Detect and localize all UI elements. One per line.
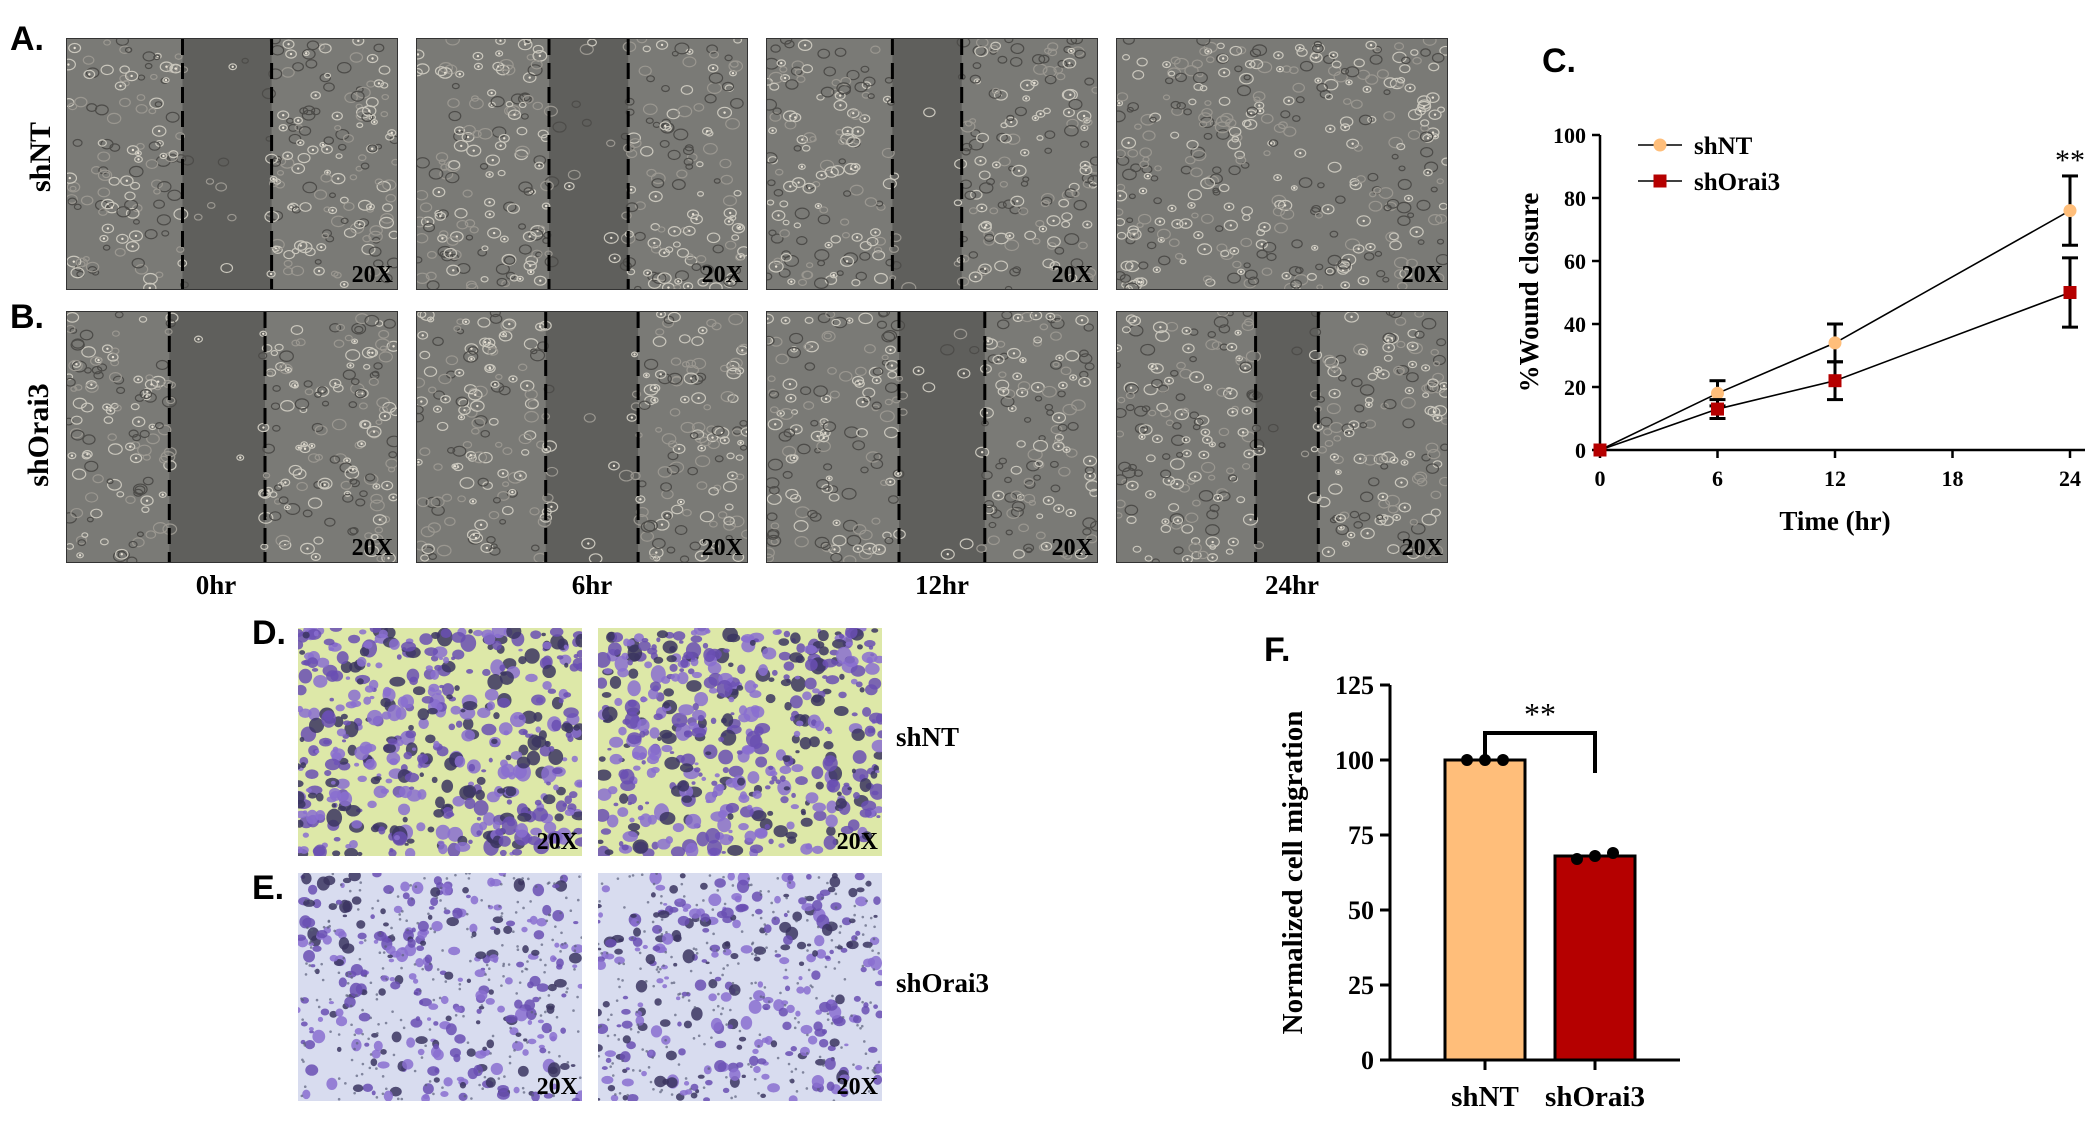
transwell-label-shnt: shNT — [896, 722, 960, 752]
y-tick-label: 0 — [1361, 1046, 1374, 1075]
legend-label: shNT — [1694, 133, 1753, 160]
magnification-label: 20X — [701, 535, 743, 561]
data-point-shorai3 — [2063, 286, 2077, 299]
magnification-label: 20X — [701, 262, 743, 288]
series-line-shnt — [1599, 209, 2071, 451]
data-point-shnt — [1711, 386, 1724, 400]
series-line-shorai3 — [1599, 291, 2071, 451]
y-tick-label: 60 — [1564, 249, 1586, 274]
transwell-micrograph: 20X — [298, 873, 582, 1101]
data-point-shorai3 — [1711, 402, 1724, 416]
magnification-label: 20X — [836, 1074, 878, 1100]
panel-letter-f: F. — [1264, 631, 1291, 669]
magnification-label: 20X — [351, 535, 393, 561]
magnification-label: 20X — [836, 829, 878, 855]
x-tick-label: 12 — [1824, 466, 1846, 491]
time-label-12hr: 12hr — [915, 570, 969, 600]
data-point-shnt — [2063, 204, 2077, 218]
x-tick-label: 18 — [1942, 466, 1964, 491]
wound-micrograph: 20X — [1116, 311, 1448, 563]
wound-micrograph: 20X — [66, 38, 398, 290]
time-label-24hr: 24hr — [1265, 570, 1319, 600]
panel-letter-e: E. — [252, 869, 285, 907]
replicate-point — [1497, 754, 1509, 766]
data-point-shnt — [1828, 336, 1842, 350]
magnification-label: 20X — [351, 262, 393, 288]
y-axis-label: Normalized cell migration — [1280, 711, 1309, 1035]
y-tick-label: 100 — [1335, 746, 1374, 775]
bar-shnt — [1443, 758, 1527, 1062]
x-tick-label: shOrai3 — [1545, 1081, 1645, 1113]
x-axis-label: Time (hr) — [1779, 506, 1890, 536]
legend-marker — [1653, 138, 1667, 152]
wound-micrograph: 20X — [66, 311, 398, 563]
transwell-micrograph: 20X — [598, 628, 882, 856]
data-point-shorai3 — [1828, 374, 1842, 388]
magnification-label: 20X — [1051, 535, 1093, 561]
magnification-label: 20X — [536, 1074, 578, 1100]
wound-closure-line-chart: 0 20 40 60 80 100 0 6 12 18 24 Time (hr) %Wound clos… — [1514, 123, 2085, 536]
replicate-point — [1461, 754, 1473, 766]
wound-micrograph: 20X — [416, 311, 748, 563]
wound-micrograph: 20X — [766, 38, 1098, 290]
replicate-point — [1479, 754, 1491, 766]
x-tick-label: 24 — [2059, 466, 2081, 491]
significance-bracket — [1483, 731, 1597, 773]
x-tick-label: 0 — [1595, 466, 1606, 491]
wound-micrograph: 20X — [416, 38, 748, 290]
legend-marker — [1653, 174, 1667, 188]
magnification-label: 20X — [1401, 535, 1443, 561]
magnification-label: 20X — [536, 829, 578, 855]
wound-micrograph: 20X — [1116, 38, 1448, 290]
transwell-label-shorai3: shOrai3 — [896, 968, 990, 998]
legend-label: shOrai3 — [1694, 169, 1780, 196]
magnification-label: 20X — [1051, 262, 1093, 288]
y-axis-label: %Wound closure — [1514, 193, 1544, 393]
wound-row-label-shorai3: shOrai3 — [22, 383, 55, 487]
time-label-0hr: 0hr — [195, 570, 237, 600]
y-tick-label: 125 — [1335, 671, 1374, 700]
wound-micrograph: 20X — [766, 311, 1098, 563]
magnification-label: 20X — [1401, 262, 1443, 288]
x-tick-label: 6 — [1712, 466, 1723, 491]
time-label-6hr: 6hr — [571, 570, 613, 600]
significance-annotation: ** — [2055, 144, 2085, 177]
panel-letter-b: B. — [10, 298, 44, 336]
y-tick-label: 0 — [1575, 438, 1586, 463]
transwell-micrograph: 20X — [298, 628, 582, 856]
y-tick-label: 25 — [1348, 971, 1374, 1000]
wound-row-label-shnt: shNT — [24, 121, 57, 193]
panel-letter-c: C. — [1542, 42, 1576, 80]
y-tick-label: 80 — [1564, 186, 1586, 211]
cell-migration-bar-chart: 0 25 50 75 100 125 Normalized cell migration sh… — [1280, 671, 1680, 1113]
y-tick-label: 40 — [1564, 312, 1586, 337]
y-tick-label: 20 — [1564, 375, 1586, 400]
data-point-shorai3 — [1593, 443, 1607, 457]
y-tick-label: 100 — [1553, 123, 1586, 148]
panel-letter-d: D. — [252, 614, 286, 652]
y-tick-label: 50 — [1348, 896, 1374, 925]
bar-shorai3 — [1553, 854, 1637, 1062]
x-tick-label: shNT — [1451, 1081, 1519, 1113]
replicate-point — [1607, 847, 1619, 859]
y-tick-label: 75 — [1348, 821, 1374, 850]
significance-annotation: ** — [1524, 696, 1556, 732]
transwell-micrograph: 20X — [598, 873, 882, 1101]
replicate-point — [1571, 853, 1583, 865]
panel-letter-a: A. — [10, 20, 44, 58]
replicate-point — [1589, 850, 1601, 862]
